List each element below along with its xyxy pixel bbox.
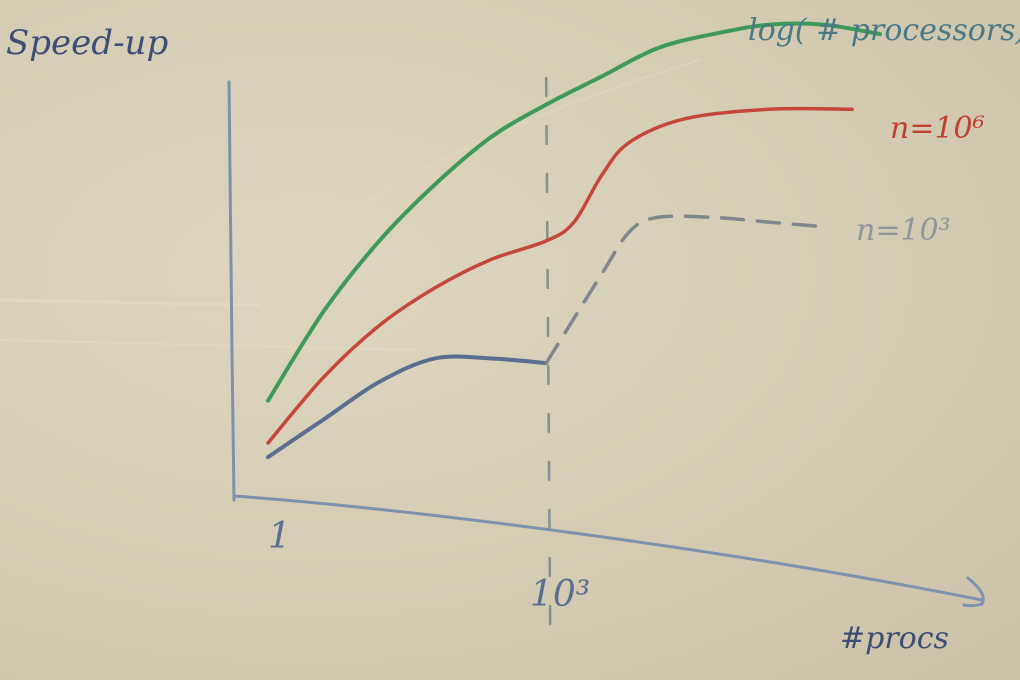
- series-label-red: n=10⁶: [890, 111, 985, 146]
- vertical-marker-10e3: [544, 76, 552, 627]
- y-axis: [227, 80, 236, 502]
- series-line: [266, 354, 549, 460]
- x-axis-label: #procs: [840, 621, 949, 656]
- series-line: [266, 106, 854, 445]
- x-axis: [232, 494, 984, 602]
- x-tick-label: 1: [268, 516, 291, 557]
- series-label-green: log( # processors): [748, 13, 1020, 48]
- series-line: [266, 21, 882, 403]
- x-axis-arrowhead: [962, 576, 985, 608]
- series-line: [544, 214, 827, 365]
- y-axis-label: Speed-up: [6, 23, 168, 63]
- x-tick-label: 10³: [530, 574, 590, 615]
- series-label-gray: n=10³: [856, 213, 951, 248]
